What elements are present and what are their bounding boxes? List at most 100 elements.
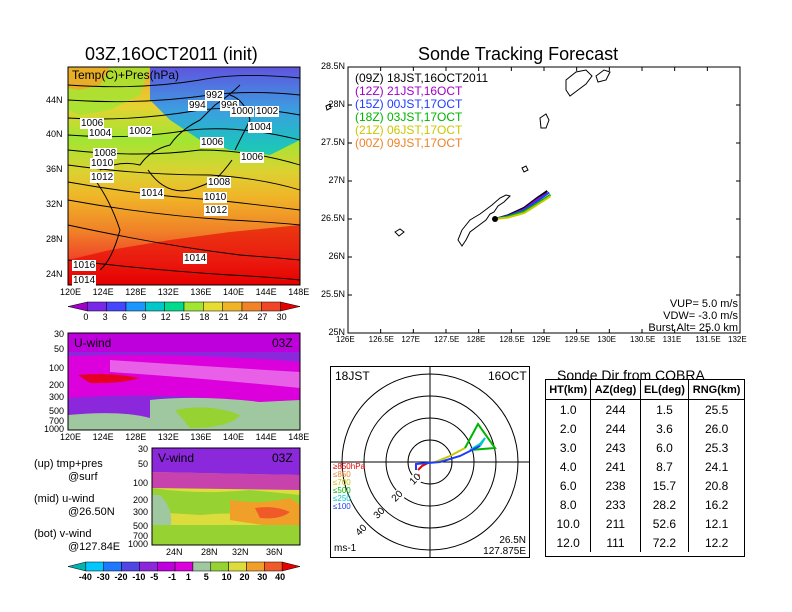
uwind-y-tick: 300 (48, 392, 64, 402)
vwind-time: 03Z (272, 451, 293, 465)
vwind-y-tick: 300 (132, 507, 148, 517)
isobar-label: 1016 (72, 260, 97, 271)
x-tick-label: 128E (466, 335, 486, 344)
island-outline (521, 165, 529, 173)
legend-entry: (09Z) 18JST,16OCT2011 (355, 71, 489, 85)
wind-colorbar-label: -40 (78, 572, 92, 582)
table-cell: 1.0 (559, 402, 577, 417)
track-legend: (09Z) 18JST,16OCT2011 (12Z) 21JST,16OCT (1… (355, 72, 488, 150)
hodo-location: 26.5N 127.875E (468, 535, 526, 557)
table-cell: 2.0 (559, 421, 577, 436)
vwind-label: V-wind (158, 451, 195, 465)
table-header-cell: HT(km) (546, 380, 591, 400)
legend-entry: (12Z) 21JST,16OCT (355, 84, 463, 98)
wind-colorbar-label: 40 (275, 572, 286, 582)
hodo-time-right: 16OCT (488, 369, 527, 383)
colorbar-label: 15 (180, 312, 191, 322)
lon-tick: 124E (92, 287, 114, 297)
table-cell: 8.7 (639, 457, 689, 476)
table-header-cell: AZ(deg) (590, 380, 641, 400)
isobar-label: 1014 (72, 275, 97, 286)
lat-tick: 40N (46, 129, 63, 139)
table-header-cell: EL(deg) (639, 380, 689, 400)
colorbar-swatch (280, 301, 301, 312)
vwind-y-tick: 30 (137, 444, 148, 454)
uwind-y-tick: 50 (53, 344, 64, 354)
island-outline (457, 194, 511, 247)
isobar-label: 1014 (183, 253, 208, 264)
table-cell: 244 (590, 399, 641, 419)
x-tick-label: 127E (401, 335, 421, 344)
uwind-x-tick: 144E (255, 432, 277, 442)
table-cell: 24.1 (688, 457, 744, 476)
x-tick-label: 131.5E (695, 335, 721, 344)
x-tick-label: 130E (597, 335, 617, 344)
y-tick-label: 27.5N (320, 137, 345, 147)
hodo-time-left: 18JST (335, 369, 370, 383)
sonde-dir-table: HT(km) AZ(deg) EL(deg) RNG(km) 1.0 244 1.5 25.5… (546, 380, 744, 552)
table-cell: 12.0 (556, 535, 580, 550)
isobar-label: 1006 (80, 118, 105, 129)
isobar-label: 1008 (93, 148, 118, 159)
table-row: 12.0 111 72.2 12.2 (546, 533, 744, 552)
colorbar-label: 24 (238, 312, 249, 322)
colorbar-label: 3 (102, 312, 108, 322)
hodo-level-entry: ≤100 (333, 502, 351, 511)
legend-entry: (21Z) 06JST,17OCT (355, 123, 463, 137)
y-tick-label: 25.5N (320, 289, 345, 299)
lat-tick: 28N (46, 234, 63, 244)
isobar-label: 1010 (203, 192, 228, 203)
vwind-y-tick: 50 (137, 459, 148, 469)
wind-colorbar-label: 5 (203, 572, 209, 582)
track-params: VUP= 5.0 m/s VDW= -3.0 m/s Burst Alt= 25… (630, 298, 738, 334)
table-header-cell: RNG(km) (688, 380, 744, 400)
wind-colorbar-label: 1 (185, 572, 191, 582)
table-row: 2.0 244 3.6 26.0 (546, 419, 744, 438)
param-vdw: VDW= -3.0 m/s (663, 310, 738, 322)
wind-colorbar-label: 20 (239, 572, 250, 582)
table-cell: 72.2 (639, 533, 689, 552)
isobar-label: 1012 (90, 172, 115, 183)
map-title: 03Z,16OCT2011 (init) (85, 44, 258, 64)
colorbar-label: 18 (199, 312, 210, 322)
table-row: 10.0 211 52.6 12.1 (546, 514, 744, 533)
uwind-y-tick: 100 (48, 363, 64, 373)
launch-point (492, 216, 498, 222)
hodo-lon: 127.875E (483, 546, 526, 557)
uwind-x-tick: 148E (288, 432, 310, 442)
table-cell: 6.0 (559, 478, 577, 493)
isobar-label: 992 (205, 90, 224, 101)
colorbar-label: 0 (83, 312, 89, 322)
table-cell: 15.7 (639, 476, 689, 495)
isobar-label: 996 (220, 100, 239, 111)
table-cell: 8.0 (559, 497, 577, 512)
table-cell: 243 (590, 438, 641, 457)
x-tick-label: 129.5E (564, 335, 591, 344)
island-outline (565, 69, 593, 97)
x-tick-label: 130.5E (630, 335, 656, 344)
lon-tick: 140E (223, 287, 245, 297)
y-tick-label: 25N (328, 327, 345, 337)
isobar-label: 1006 (240, 152, 265, 163)
x-tick-label: 126E (336, 335, 355, 344)
table-cell: 211 (590, 514, 641, 533)
uwind-label: U-wind (74, 336, 112, 350)
temp-colorbar (67, 301, 301, 312)
table-cell: 52.6 (639, 514, 689, 533)
table-cell: 3.0 (559, 440, 577, 455)
table-cell: 25.3 (688, 438, 744, 457)
uwind-y-tick: 500 (48, 406, 64, 416)
hodo-lat: 26.5N (499, 535, 526, 546)
note-line: @surf (68, 471, 98, 483)
isobar-label: 1002 (255, 106, 280, 117)
table-cell: 12.2 (688, 533, 744, 552)
uwind-y-tick: 700 (48, 416, 64, 426)
table-cell: 6.0 (639, 438, 689, 457)
vwind-y-tick: 200 (132, 495, 148, 505)
table-cell: 28.2 (639, 495, 689, 514)
legend-entry: (18Z) 03JST,17OCT (355, 110, 463, 124)
vwind-x-tick: 36N (266, 547, 283, 557)
table-cell: 3.6 (639, 419, 689, 438)
vwind-x-tick: 28N (201, 547, 218, 557)
table-cell: 241 (590, 457, 641, 476)
